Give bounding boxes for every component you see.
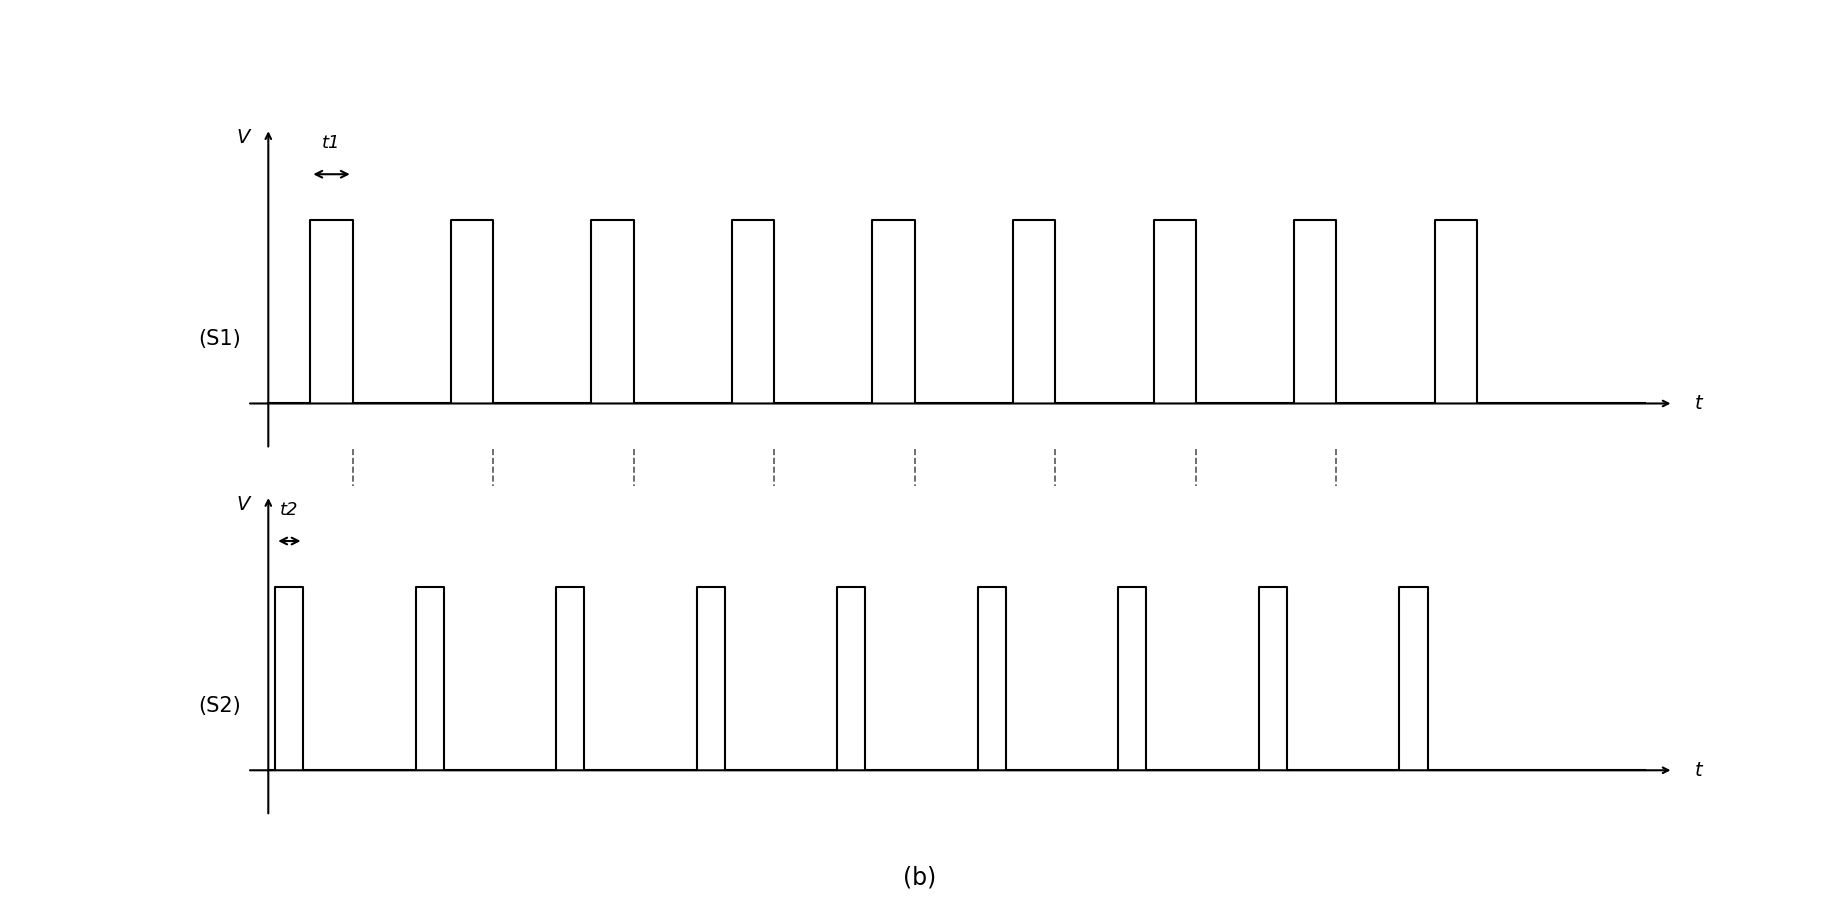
- Text: V: V: [235, 128, 250, 147]
- Text: t2: t2: [280, 501, 298, 519]
- Text: t: t: [1694, 394, 1701, 413]
- Text: V: V: [235, 495, 250, 514]
- Text: (b): (b): [903, 866, 936, 889]
- Text: (S2): (S2): [199, 696, 241, 716]
- Text: (S1): (S1): [199, 329, 241, 349]
- Text: t: t: [1694, 761, 1701, 779]
- Text: t1: t1: [322, 134, 340, 152]
